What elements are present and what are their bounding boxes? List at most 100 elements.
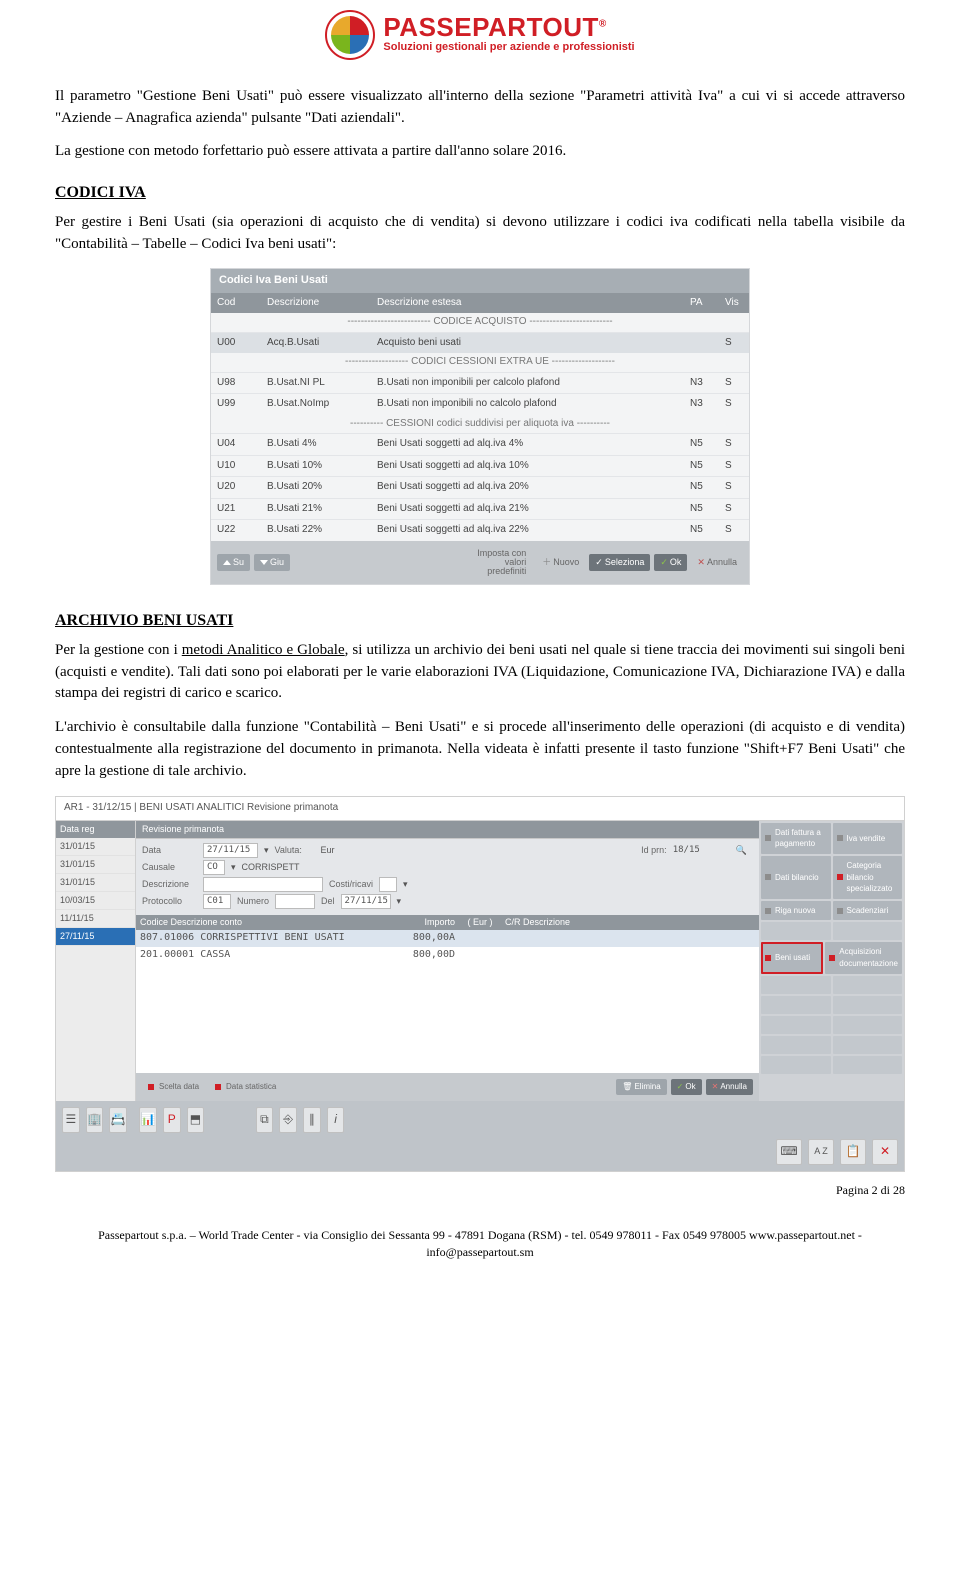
side-item[interactable]: Dati bilancio [761,856,831,899]
side-item [833,976,903,994]
up-button[interactable]: Su [217,554,250,571]
date-item[interactable]: 10/03/15 [56,892,135,910]
statusbar-icon[interactable]: ⬒ [187,1107,205,1133]
col-desc: Descrizione [261,293,371,314]
grid-row[interactable]: 807.01006 CORRISPETTIVI BENI USATI 800,0… [136,930,759,947]
search-icon[interactable]: 🔍 [736,844,747,857]
check-icon: ✓ [595,556,603,569]
descrizione-label: Descrizione [142,878,197,891]
data-statistica-button[interactable]: Data statistica [209,1079,282,1095]
table-separator: ------------------- CODICI CESSIONI EXTR… [211,353,749,372]
ok-button[interactable]: ✓Ok [671,1079,702,1095]
id-value: 18/15 [673,844,700,857]
table-row[interactable]: U00 Acq.B.Usati Acquisto beni usati S [211,332,749,354]
causale-label: Causale [142,861,197,874]
elimina-button[interactable]: 🗑Elimina [616,1079,666,1095]
data-input[interactable]: 27/11/15 [203,843,258,858]
statusbar-icon[interactable]: 📋 [840,1139,866,1165]
grid: 807.01006 CORRISPETTIVI BENI USATI 800,0… [136,930,759,1073]
descrizione-input[interactable] [203,877,323,892]
table-row[interactable]: U98B.Usat.NI PLB.Usati non imponibili pe… [211,372,749,394]
mid-footer: Scelta data Data statistica 🗑Elimina ✓Ok… [136,1073,759,1101]
table-row[interactable]: U22B.Usati 22%Beni Usati soggetti ad alq… [211,519,749,541]
causale-code[interactable]: CO [203,860,225,875]
dropdown-icon[interactable]: ▾ [264,844,269,857]
id-label: Id prn: [641,844,667,857]
table-footer: Su Giu Imposta con valori predefiniti ＋N… [211,541,749,584]
statusbar-icon[interactable]: ∥ [303,1107,321,1133]
dropdown-icon[interactable]: ▾ [403,878,408,891]
col-vis: Vis [719,293,749,314]
statusbar-icon[interactable]: ☰ [62,1107,80,1133]
cost-label: Costi/ricavi [329,878,373,891]
statusbar-icon[interactable]: 📊 [139,1107,157,1133]
ok-icon: ✓ [677,1081,684,1093]
logo-tagline: Soluzioni gestionali per aziende e profe… [383,40,634,56]
select-button[interactable]: ✓Seleziona [589,554,650,571]
side-item[interactable]: Riga nuova [761,901,831,921]
info-icon[interactable]: i [327,1107,345,1133]
statusbar-icon[interactable]: P [163,1107,181,1133]
table-row[interactable]: U99B.Usat.NoImpB.Usati non imponibili no… [211,393,749,415]
statusbar-icon[interactable]: 🏢 [86,1107,104,1133]
table-row[interactable]: U04B.Usati 4%Beni Usati soggetti ad alq.… [211,433,749,455]
ok-button[interactable]: ✓Ok [654,554,687,571]
close-icon[interactable]: ✕ [872,1139,898,1165]
section-codici-iva-intro: Per gestire i Beni Usati (sia operazioni… [55,212,905,256]
table-header: Cod Descrizione Descrizione estesa PA Vi… [211,293,749,314]
date-item[interactable]: 31/01/15 [56,874,135,892]
col-cod: Cod [211,293,261,314]
statusbar-icon[interactable]: ⧉ [256,1107,274,1133]
data-label: Data [142,844,197,857]
side-item [761,996,831,1014]
popup-title: Revisione primanota [136,821,759,839]
scelta-data-button[interactable]: Scelta data [142,1079,205,1095]
date-item[interactable]: 31/01/15 [56,838,135,856]
paragraph-1: Il parametro "Gestione Beni Usati" può e… [55,86,905,130]
dropdown-icon[interactable]: ▾ [231,861,236,874]
date-item[interactable]: 11/11/15 [56,910,135,928]
side-item[interactable]: Categoria bilancio specializzato [833,856,903,899]
cancel-button[interactable]: ✕Annulla [691,554,743,571]
status-bar: ☰ 🏢 📇 📊 P ⬒ ⧉ ⎆ ∥ i [56,1101,904,1139]
side-item-beni-usati[interactable]: Beni usati [761,942,823,973]
side-item [833,922,903,940]
side-actions: Dati fattura a pagamento Iva vendite Dat… [759,821,904,1101]
side-item[interactable]: Iva vendite [833,823,903,854]
annulla-button[interactable]: ✕Annulla [706,1079,753,1095]
date-item[interactable]: 31/01/15 [56,856,135,874]
plus-icon: ＋ [542,556,551,569]
trash-icon: 🗑 [622,1081,632,1093]
logo-brand: PASSEPARTOUT® [383,14,634,40]
side-item[interactable]: Dati fattura a pagamento [761,823,831,854]
statusbar-icon[interactable]: 📇 [109,1107,127,1133]
side-item[interactable]: Acquisizioni documentazione [825,942,902,973]
side-item[interactable]: Scadenziari [833,901,903,921]
protocollo-code[interactable]: C01 [203,894,231,909]
side-item [833,1036,903,1054]
side-item [761,922,831,940]
dropdown-icon[interactable]: ▾ [397,895,402,908]
ok-icon: ✓ [660,556,668,569]
table-row[interactable]: U21B.Usati 21%Beni Usati soggetti ad alq… [211,498,749,520]
statusbar-icon[interactable]: ⌨ [776,1139,802,1165]
footer: Passepartout s.p.a. – World Trade Center… [55,1227,905,1262]
preset-button[interactable]: Imposta con valori predefiniti [462,547,532,578]
section-archivio-p2: L'archivio è consultabile dalla funzione… [55,717,905,782]
new-button[interactable]: ＋Nuovo [536,554,585,571]
side-item [761,1056,831,1074]
statusbar-icon[interactable]: ⎆ [279,1107,297,1133]
del-input[interactable]: 27/11/15 [341,894,391,909]
numero-input[interactable] [275,894,315,909]
side-item [761,976,831,994]
statusbar-icon[interactable]: A Z [808,1139,834,1165]
date-item-selected[interactable]: 27/11/15 [56,928,135,946]
causale-value: CORRISPETT [242,861,300,874]
numero-label: Numero [237,895,269,908]
table-row[interactable]: U10B.Usati 10%Beni Usati soggetti ad alq… [211,455,749,477]
table-row[interactable]: U20B.Usati 20%Beni Usati soggetti ad alq… [211,476,749,498]
down-button[interactable]: Giu [254,554,290,571]
cost-input[interactable] [379,877,397,892]
grid-row[interactable]: 201.00001 CASSA 800,00D [136,947,759,964]
window-title: AR1 - 31/12/15 | BENI USATI ANALITICI Re… [56,797,904,821]
